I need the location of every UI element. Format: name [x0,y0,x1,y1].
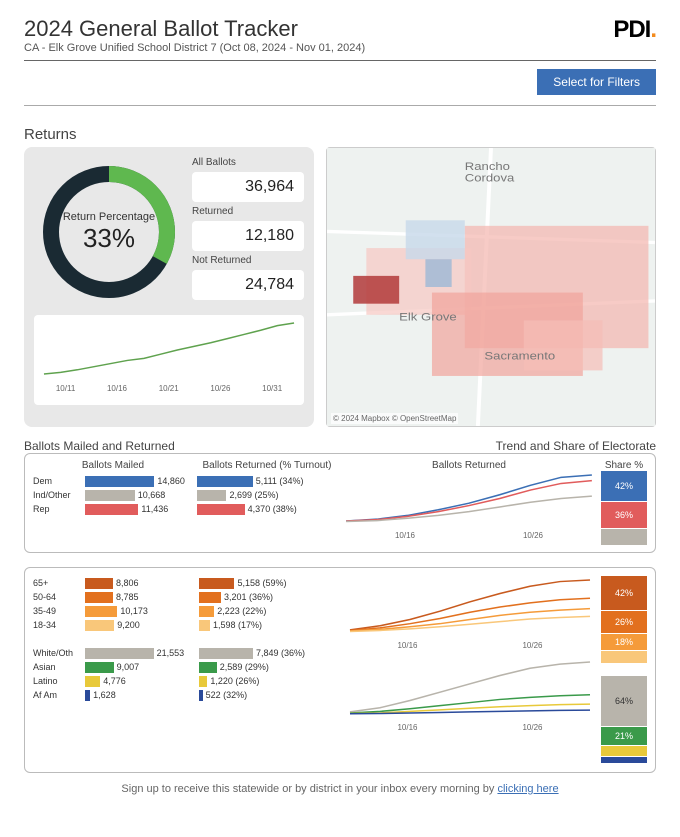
trend-share-title: Trend and Share of Electorate [496,439,656,453]
returns-panel: Return Percentage 33% All Ballots 36,964… [24,147,314,427]
header: 2024 General Ballot Tracker CA - Elk Gro… [24,16,656,61]
return-donut: Return Percentage 33% [34,157,184,307]
bar-row: Dem14,860 [33,474,193,488]
not-returned-value: 24,784 [192,270,304,300]
col2-header: Ballots Returned (% Turnout) [197,460,337,471]
bar-row: 65+8,806 [33,576,193,590]
bar-row: 1,220 (26%) [199,674,339,688]
bar-row: 35-4910,173 [33,604,193,618]
bar-row: 2,589 (29%) [199,660,339,674]
donut-label: Return Percentage [63,211,155,223]
bar-row: Latino4,776 [33,674,193,688]
col1-header: Ballots Mailed [33,460,193,471]
select-filters-button[interactable]: Select for Filters [537,69,656,95]
bar-row: 3,201 (36%) [199,590,339,604]
footer-link[interactable]: clicking here [497,783,558,795]
bar-row: 2,223 (22%) [199,604,339,618]
trend-title: Ballots Returned [341,460,597,471]
bar-row: Ind/Other10,668 [33,488,193,502]
returned-value: 12,180 [192,221,304,251]
svg-text:Sacramento: Sacramento [484,349,555,362]
not-returned-label: Not Returned [192,255,304,266]
svg-text:Cordova: Cordova [465,171,515,184]
bar-row: White/Oth21,553 [33,646,193,660]
district-map[interactable]: Rancho CordovaElk GroveSacramento © 2024… [326,147,656,427]
footer-text: Sign up to receive this statewide or by … [121,783,497,795]
bar-row: 7,849 (36%) [199,646,339,660]
bar-row: Rep11,436 [33,502,193,516]
demographics-panel: 65+8,80650-648,78535-4910,17318-349,200 … [24,567,656,773]
map-attribution: © 2024 Mapbox © OpenStreetMap [331,413,458,424]
mailed-title: Ballots Mailed and Returned [24,439,175,453]
bar-row: 4,370 (38%) [197,502,337,516]
mailed-panel: Ballots Mailed Dem14,860Ind/Other10,668R… [24,453,656,553]
svg-text:Elk Grove: Elk Grove [399,310,457,323]
pdi-logo: PDI. [613,16,656,44]
footer: Sign up to receive this statewide or by … [24,783,656,795]
bar-row: 1,598 (17%) [199,618,339,632]
bar-row: 522 (32%) [199,688,339,702]
bar-row: 18-349,200 [33,618,193,632]
returns-title: Returns [24,126,656,143]
returned-label: Returned [192,206,304,217]
all-ballots-value: 36,964 [192,172,304,202]
returns-sparkline: 10/1110/1610/2110/2610/31 [34,315,304,405]
bar-row: 5,158 (59%) [199,576,339,590]
share-title: Share % [601,460,647,471]
bar-row: Af Am1,628 [33,688,193,702]
page-title: 2024 General Ballot Tracker [24,16,365,42]
bar-row: 2,699 (25%) [197,488,337,502]
bar-row: 50-648,785 [33,590,193,604]
donut-percent: 33% [83,223,135,254]
page-subtitle: CA - Elk Grove Unified School District 7… [24,42,365,54]
bar-row: Asian9,007 [33,660,193,674]
all-ballots-label: All Ballots [192,157,304,168]
bar-row: 5,111 (34%) [197,474,337,488]
